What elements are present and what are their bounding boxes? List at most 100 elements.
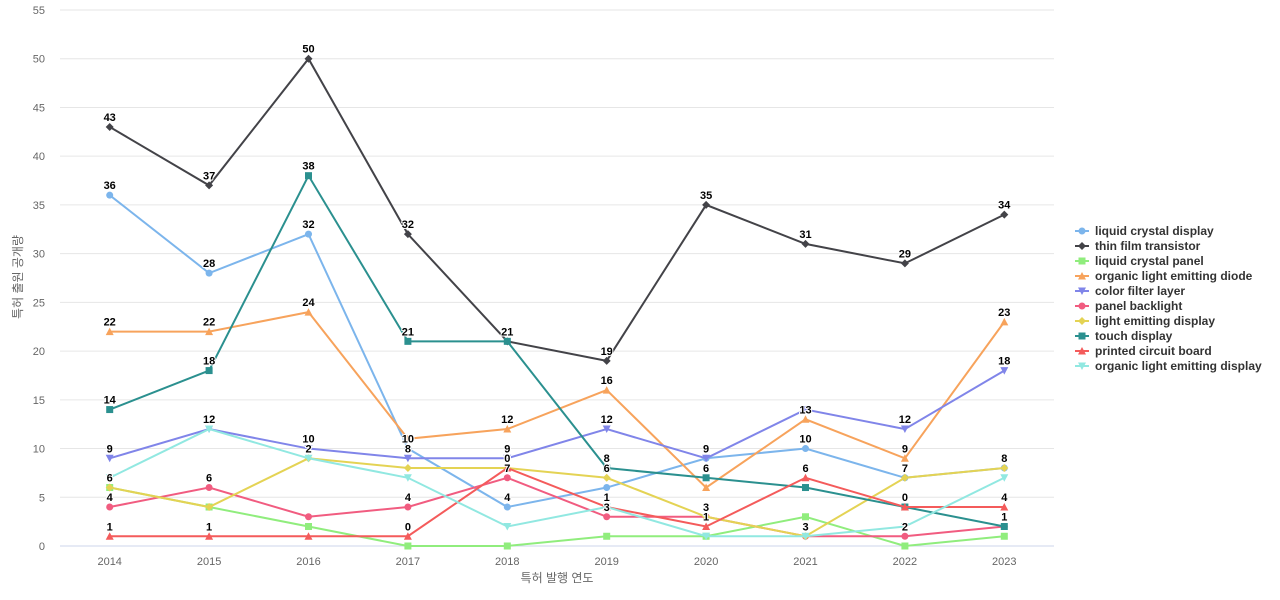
series-line	[109, 466, 1005, 538]
data-point	[900, 473, 909, 482]
legend-item[interactable]: liquid crystal panel	[1075, 254, 1204, 268]
data-point	[900, 523, 909, 531]
data-label: 9	[504, 443, 510, 455]
x-tick-label: 2022	[893, 556, 917, 568]
data-point	[305, 230, 312, 238]
legend-item[interactable]: printed circuit board	[1075, 344, 1212, 358]
data-point	[602, 503, 611, 512]
data-label: 10	[799, 434, 811, 446]
data-point	[603, 464, 611, 472]
data-label: 4	[902, 492, 909, 504]
data-label: 14	[104, 395, 117, 407]
data-label: 1	[107, 521, 113, 533]
data-label: 24	[302, 297, 315, 309]
x-tick-label: 2015	[197, 556, 221, 568]
legend-item[interactable]: organic light emitting display	[1075, 359, 1262, 373]
legend-label: organic light emitting display	[1095, 359, 1262, 373]
series-line	[109, 56, 1005, 362]
data-label: 4	[504, 492, 511, 504]
data-point	[603, 532, 611, 540]
data-point	[105, 327, 114, 336]
series-printed-circuit-board	[105, 464, 1009, 540]
legend-marker-icon	[1078, 272, 1086, 280]
data-label: 9	[902, 443, 908, 455]
data-point	[702, 454, 711, 463]
data-point	[603, 484, 611, 492]
data-label: 32	[402, 219, 414, 231]
data-point	[801, 406, 810, 414]
data-point	[503, 454, 512, 463]
legend-label: liquid crystal panel	[1095, 254, 1204, 268]
data-label: 22	[203, 317, 215, 329]
data-label: 12	[601, 414, 613, 426]
series-line	[109, 457, 1005, 538]
legend-label: printed circuit board	[1095, 344, 1212, 358]
data-label: 2	[902, 521, 908, 533]
legend-item[interactable]: organic light emitting diode	[1075, 269, 1253, 283]
legend-item[interactable]: color filter layer	[1075, 284, 1185, 298]
legend-label: panel backlight	[1095, 299, 1182, 313]
data-label: 6	[703, 463, 709, 475]
data-label: 8	[405, 443, 411, 455]
y-tick-label: 5	[39, 492, 45, 504]
y-tick-label: 25	[33, 297, 45, 309]
data-label: 23	[998, 307, 1010, 319]
data-point	[1000, 210, 1009, 219]
data-label: 21	[501, 326, 513, 338]
data-label: 9	[107, 443, 113, 455]
data-point	[900, 454, 909, 462]
legend-item[interactable]: liquid crystal display	[1075, 224, 1214, 238]
legend-item[interactable]: light emitting display	[1075, 314, 1215, 328]
data-point	[503, 542, 511, 550]
data-point	[503, 503, 511, 511]
y-tick-label: 55	[33, 5, 45, 17]
data-point	[802, 513, 809, 521]
data-label: 16	[601, 375, 613, 387]
data-point	[602, 473, 611, 482]
data-point	[503, 425, 512, 433]
data-point	[1000, 464, 1009, 473]
data-label: 6	[206, 473, 212, 485]
data-point	[404, 542, 412, 550]
data-point	[802, 484, 809, 492]
data-point	[205, 484, 213, 492]
data-label: 50	[302, 44, 314, 56]
legend-label: touch display	[1095, 329, 1173, 343]
data-point	[106, 503, 114, 511]
data-point	[403, 434, 412, 443]
legend-marker-icon	[1078, 227, 1086, 235]
data-point	[404, 445, 412, 453]
series-touch-display	[106, 172, 1008, 531]
data-point	[304, 445, 313, 453]
x-tick-label: 2020	[694, 556, 718, 568]
data-point	[802, 445, 809, 453]
legend-label: organic light emitting diode	[1095, 269, 1253, 283]
legend-marker-icon	[1078, 362, 1086, 370]
data-label: 7	[902, 463, 908, 475]
series-thin-film-transistor	[105, 54, 1009, 365]
legend-item[interactable]: touch display	[1075, 329, 1173, 343]
data-point	[1000, 474, 1009, 482]
data-label: 1	[206, 521, 212, 533]
y-tick-label: 40	[33, 151, 45, 163]
data-point	[305, 523, 312, 531]
data-point	[304, 308, 313, 316]
data-point	[1000, 367, 1009, 375]
legend-marker-icon	[1078, 317, 1086, 325]
series-line	[109, 427, 1005, 538]
y-tick-label: 50	[33, 54, 45, 66]
data-point	[105, 454, 114, 463]
data-point	[106, 406, 114, 414]
data-point	[603, 513, 611, 521]
legend-item[interactable]: panel backlight	[1075, 299, 1182, 313]
legend-marker-icon	[1078, 332, 1086, 340]
data-label: 0	[405, 521, 411, 533]
data-label: 0	[504, 453, 510, 465]
legend-item[interactable]: thin film transistor	[1075, 239, 1201, 253]
y-tick-label: 45	[33, 102, 45, 114]
series-line	[109, 476, 1005, 538]
data-point	[305, 172, 312, 180]
data-point	[403, 532, 412, 540]
data-point	[1000, 523, 1008, 531]
